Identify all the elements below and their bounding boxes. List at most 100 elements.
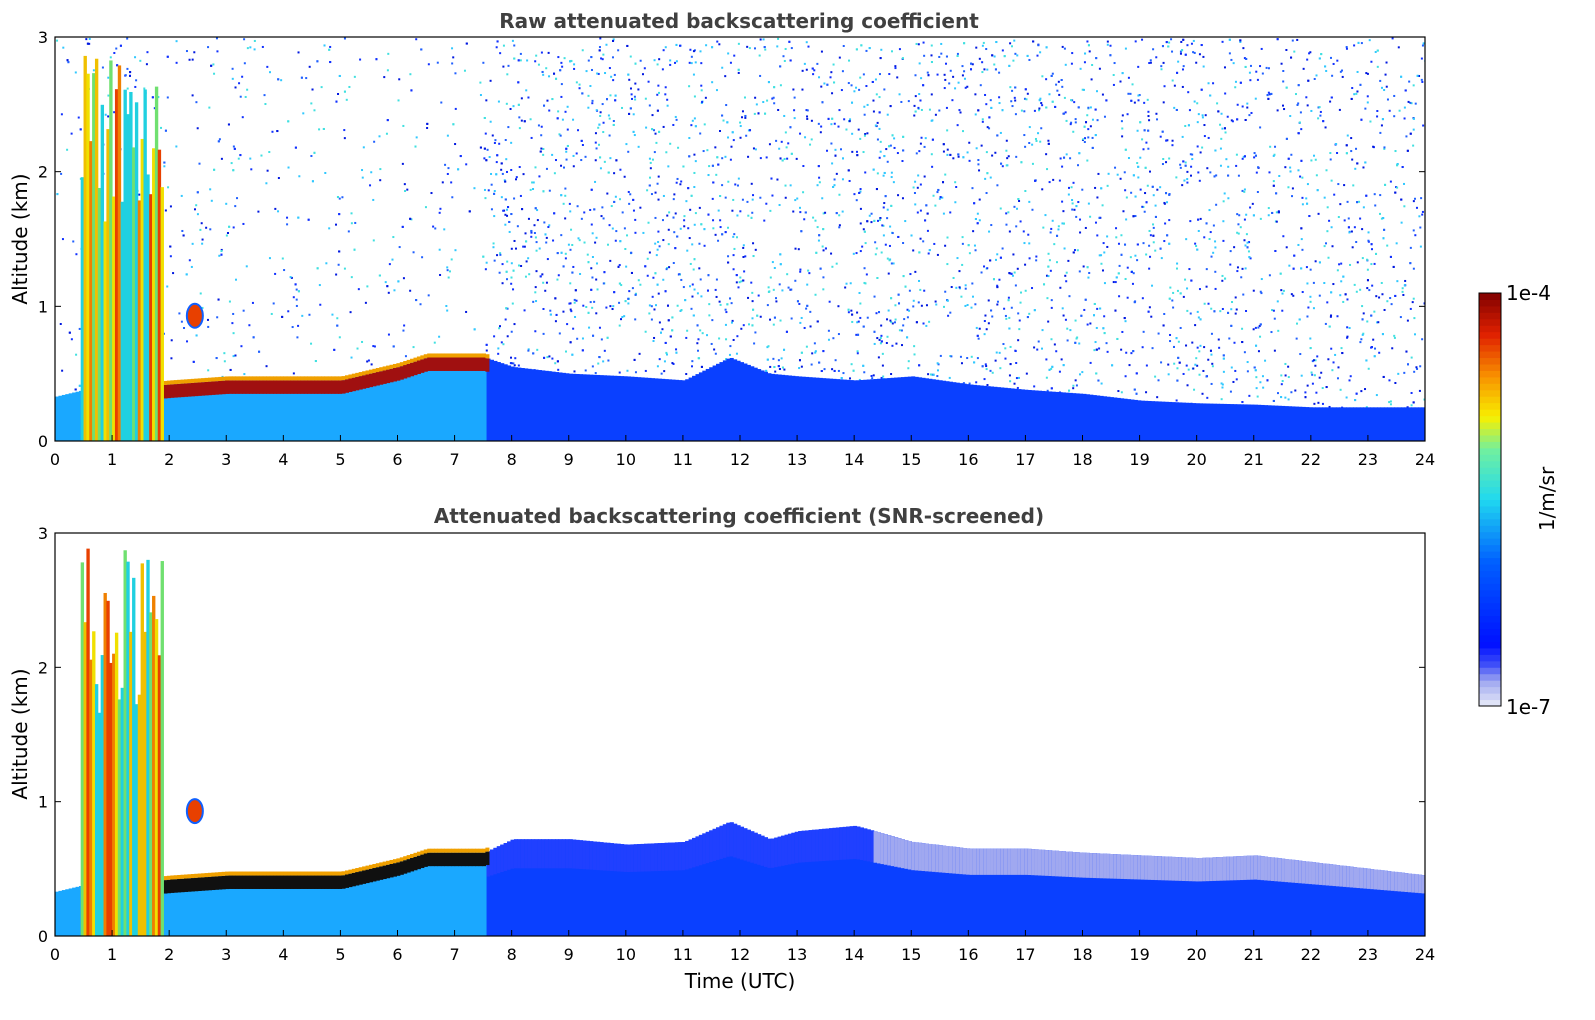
noise-speckle <box>319 303 322 306</box>
noise-speckle <box>1301 196 1304 199</box>
noise-speckle <box>1225 158 1228 161</box>
noise-speckle <box>1224 92 1227 95</box>
aerosol-column <box>568 373 573 441</box>
noise-speckle <box>1249 79 1252 82</box>
noise-speckle <box>513 44 516 47</box>
aerosol-column <box>507 841 512 936</box>
noise-speckle <box>632 113 635 116</box>
noise-speckle <box>1196 310 1199 313</box>
noise-speckle <box>981 71 984 74</box>
aerosol-column <box>1192 403 1197 441</box>
aerosol-column <box>1373 407 1378 441</box>
noise-speckle <box>990 309 993 312</box>
noise-speckle <box>514 178 517 181</box>
noise-speckle <box>686 329 689 332</box>
noise-speckle <box>822 228 825 231</box>
noise-speckle <box>287 166 290 169</box>
noise-speckle <box>1198 350 1201 353</box>
noise-speckle <box>482 255 485 258</box>
noise-speckle <box>1056 89 1059 92</box>
noise-speckle <box>673 231 676 234</box>
aerosol-column <box>226 380 231 441</box>
noise-speckle <box>1187 368 1190 371</box>
noise-speckle <box>568 302 571 305</box>
noise-speckle <box>505 307 508 310</box>
noise-speckle <box>886 208 889 211</box>
noise-speckle <box>983 320 986 323</box>
noise-speckle <box>847 169 850 172</box>
noise-speckle <box>1313 154 1316 157</box>
noise-speckle <box>1082 138 1085 141</box>
aerosol-column <box>325 875 330 936</box>
noise-speckle <box>907 367 910 370</box>
aerosol-column <box>198 382 203 441</box>
noise-speckle <box>623 315 626 318</box>
cloud-band <box>434 357 439 371</box>
noise-speckle <box>272 302 275 305</box>
noise-speckle <box>840 89 843 92</box>
noise-speckle <box>667 228 670 231</box>
aerosol-column <box>489 359 494 441</box>
noise-speckle <box>1248 241 1251 244</box>
noise-speckle <box>199 292 202 295</box>
noise-speckle <box>735 352 738 355</box>
noise-speckle <box>820 85 823 88</box>
noise-speckle <box>687 227 690 230</box>
noise-speckle <box>410 218 413 221</box>
noise-speckle <box>1246 361 1249 364</box>
noise-speckle <box>939 354 942 357</box>
noise-speckle <box>406 188 409 191</box>
cloud-band <box>324 380 329 394</box>
cloud-band <box>225 380 230 394</box>
aerosol-column <box>311 875 316 936</box>
noise-speckle <box>719 129 722 132</box>
noise-speckle <box>497 347 500 350</box>
aerosol-column <box>212 876 217 936</box>
noise-speckle <box>998 351 1001 354</box>
noise-speckle <box>843 118 846 121</box>
noise-speckle <box>1234 369 1237 372</box>
noise-speckle <box>1137 99 1140 102</box>
noise-speckle <box>107 94 110 97</box>
noise-speckle <box>765 156 768 159</box>
noise-speckle <box>680 180 683 183</box>
noise-speckle <box>1374 204 1377 207</box>
noise-speckle <box>830 123 833 126</box>
aerosol-column <box>493 847 498 936</box>
aerosol-column <box>887 378 892 441</box>
noise-speckle <box>1041 329 1044 332</box>
noise-speckle <box>1184 124 1187 127</box>
noise-speckle <box>794 199 797 202</box>
noise-speckle <box>542 190 545 193</box>
noise-speckle <box>1289 170 1292 173</box>
aerosol-column <box>603 375 608 441</box>
aerosol-column <box>479 852 484 936</box>
noise-speckle <box>1198 179 1201 182</box>
noise-speckle <box>820 50 823 53</box>
aerosol-column <box>246 875 251 936</box>
noise-speckle <box>775 300 778 303</box>
noise-speckle <box>1083 141 1086 144</box>
noise-speckle <box>878 156 881 159</box>
noise-speckle <box>1146 98 1149 101</box>
noise-speckle <box>1024 145 1027 148</box>
noise-speckle <box>1186 178 1189 181</box>
noise-speckle <box>627 150 630 153</box>
noise-speckle <box>594 159 597 162</box>
noise-speckle <box>708 165 711 168</box>
noise-speckle <box>656 109 659 112</box>
noise-speckle <box>874 78 877 81</box>
noise-speckle <box>740 327 743 330</box>
noise-speckle <box>672 198 675 201</box>
noise-speckle <box>658 321 661 324</box>
noise-speckle <box>935 303 938 306</box>
aerosol-column <box>188 383 193 441</box>
noise-speckle <box>692 268 695 271</box>
aerosol-column <box>791 375 796 441</box>
noise-speckle <box>527 96 530 99</box>
noise-speckle <box>1103 115 1106 118</box>
noise-speckle <box>1364 388 1367 391</box>
noise-speckle <box>1296 38 1299 41</box>
noise-speckle <box>725 311 728 314</box>
noise-speckle <box>803 218 806 221</box>
